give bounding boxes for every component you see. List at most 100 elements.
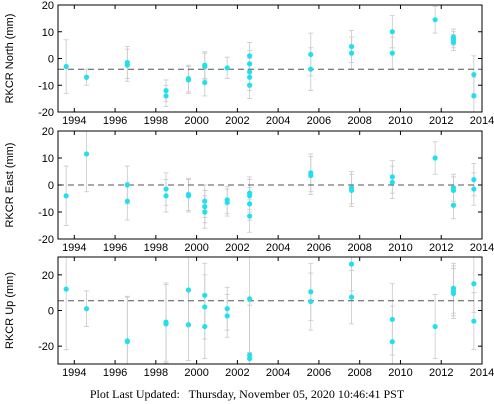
data-point-north-23 [432, 17, 438, 23]
chart-panel-up: 1994 1996 1998 2000 2002 2004 2006 2008 2010 2012… [4, 256, 494, 379]
y-tick-label-east--20: -20 [38, 234, 54, 246]
data-point-up-12 [224, 313, 230, 319]
data-point-up-6 [185, 287, 192, 293]
data-point-north-9 [202, 63, 208, 70]
x-tick-label-north-2000: 2000 [184, 115, 208, 127]
error-bar-east-1 [84, 130, 90, 193]
data-point-up-7 [185, 322, 192, 328]
x-tick-label-up-2010: 2010 [388, 367, 412, 379]
x-tick-label-east-2000: 2000 [184, 242, 208, 254]
x-tick-label-east-2012: 2012 [429, 242, 453, 254]
data-point-east-2 [124, 182, 130, 188]
x-tick-label-up-1994: 1994 [62, 367, 86, 379]
data-point-east-0 [63, 193, 69, 199]
x-tick-label-east-2004: 2004 [266, 242, 290, 254]
data-point-north-7 [185, 77, 192, 83]
data-point-north-16 [247, 82, 253, 88]
x-tick-label-up-2004: 2004 [266, 367, 290, 379]
data-point-east-27 [471, 177, 477, 183]
x-tick-label-north-1994: 1994 [62, 115, 86, 127]
data-point-up-20 [389, 316, 395, 323]
data-point-east-25 [450, 187, 457, 193]
data-point-up-3 [124, 339, 130, 345]
data-point-north-26 [450, 39, 457, 46]
x-tick-label-up-1998: 1998 [144, 367, 168, 379]
data-point-east-14 [247, 193, 253, 199]
y-tick-label-north--20: -20 [38, 107, 54, 119]
x-tick-label-north-1998: 1998 [144, 115, 168, 127]
x-tick-label-north-2006: 2006 [307, 115, 331, 127]
data-point-up-25 [450, 290, 457, 297]
x-tick-label-north-2012: 2012 [429, 115, 453, 127]
data-point-north-27 [471, 71, 477, 78]
x-tick-label-north-2002: 2002 [225, 115, 249, 127]
y-axis-label-up: RKCR Up (mm) [4, 272, 16, 349]
data-point-east-9 [202, 204, 208, 210]
footer-label: Plot Last Updated: [89, 387, 180, 401]
y-tick-label-north--10: -10 [38, 80, 54, 92]
x-tick-label-up-2014: 2014 [470, 367, 494, 379]
data-point-north-12 [247, 53, 253, 59]
data-point-east-20 [348, 187, 355, 193]
x-tick-label-east-1996: 1996 [103, 242, 127, 254]
data-point-north-4 [163, 88, 169, 94]
error-bar-up-3 [124, 296, 130, 365]
data-point-east-18 [308, 172, 314, 179]
data-point-up-21 [389, 339, 395, 345]
data-point-east-1 [83, 151, 90, 157]
data-point-north-0 [63, 63, 69, 70]
data-point-up-9 [202, 304, 208, 310]
data-point-east-12 [224, 199, 230, 206]
footer-timestamp: Thursday, November 05, 2020 10:46:41 PST [188, 387, 405, 401]
x-tick-label-up-2006: 2006 [307, 367, 331, 379]
data-point-east-3 [124, 198, 130, 204]
data-point-north-15 [247, 74, 253, 80]
data-point-up-13 [247, 296, 253, 302]
data-point-up-10 [202, 323, 208, 330]
data-point-north-13 [247, 61, 253, 67]
data-point-east-7 [185, 193, 192, 199]
plot-frame-north [57, 4, 483, 113]
data-point-up-16 [308, 289, 314, 295]
data-point-up-19 [348, 294, 355, 300]
data-point-east-22 [389, 179, 395, 185]
y-axis-label-east: RKCR East (mm) [4, 143, 16, 228]
data-point-up-1 [83, 306, 90, 312]
x-tick-label-north-1996: 1996 [103, 115, 127, 127]
x-tick-label-up-2000: 2000 [184, 367, 208, 379]
data-point-north-11 [224, 65, 230, 71]
y-tick-label-east-0: 0 [48, 180, 54, 192]
x-tick-label-east-2010: 2010 [388, 242, 412, 254]
data-point-up-0 [63, 286, 69, 292]
data-point-north-17 [308, 51, 314, 58]
data-point-up-26 [471, 281, 477, 287]
data-point-up-11 [224, 306, 230, 312]
data-point-up-22 [432, 323, 438, 330]
x-tick-label-east-2002: 2002 [225, 242, 249, 254]
data-point-north-20 [348, 50, 355, 56]
data-point-north-18 [308, 66, 314, 72]
y-tick-label-up-0: 0 [48, 306, 54, 318]
data-point-north-1 [83, 74, 90, 80]
data-point-up-14 [247, 352, 253, 358]
data-point-up-15 [247, 356, 253, 362]
data-point-east-4 [163, 186, 169, 192]
x-tick-label-up-2008: 2008 [347, 367, 371, 379]
data-point-north-22 [389, 50, 395, 56]
data-point-north-14 [247, 69, 253, 75]
y-tick-label-up-20: 20 [42, 270, 54, 282]
x-tick-label-east-2006: 2006 [307, 242, 331, 254]
x-tick-label-east-2014: 2014 [470, 242, 494, 254]
data-point-east-26 [450, 202, 457, 208]
data-point-north-5 [163, 93, 169, 99]
data-point-east-10 [202, 209, 208, 215]
y-tick-label-east-20: 20 [42, 126, 54, 138]
x-tick-label-east-2008: 2008 [347, 242, 371, 254]
x-tick-label-north-2010: 2010 [388, 115, 412, 127]
y-tick-label-north-10: 10 [42, 27, 54, 39]
data-point-east-5 [163, 193, 169, 199]
y-tick-label-up--20: -20 [38, 341, 54, 353]
x-tick-label-east-1998: 1998 [144, 242, 168, 254]
data-point-east-23 [432, 155, 438, 161]
data-point-east-21 [389, 174, 395, 180]
